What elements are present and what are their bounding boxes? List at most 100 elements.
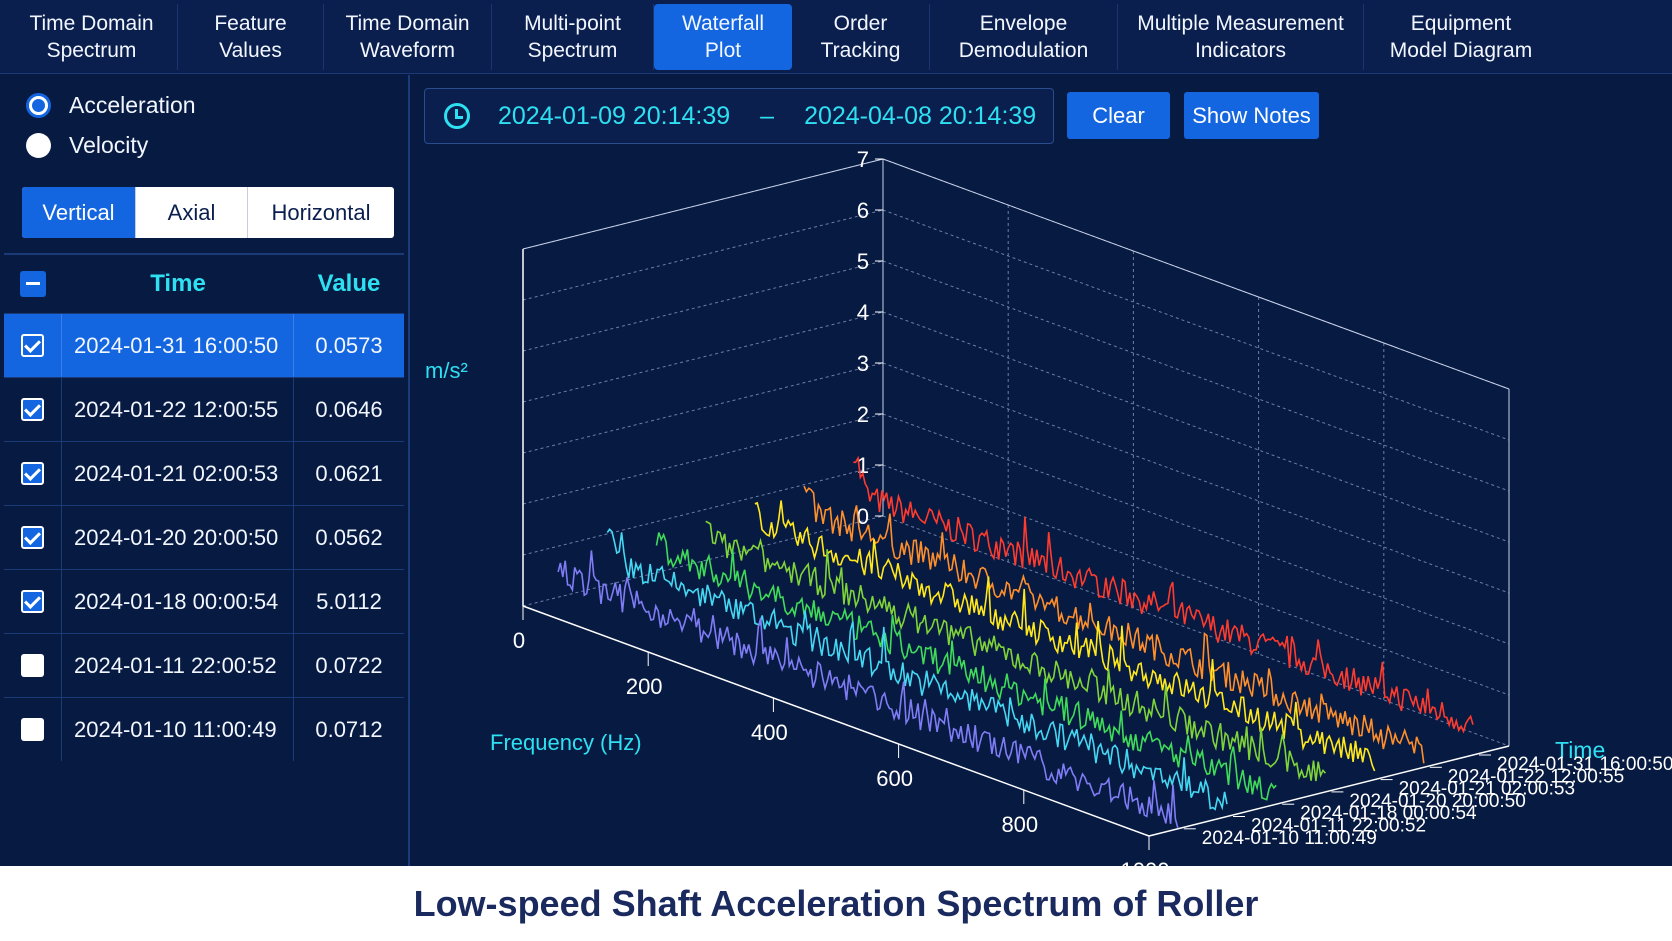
radio-velocity[interactable]: Velocity bbox=[26, 132, 148, 159]
time-axis-label: Time bbox=[1555, 737, 1605, 763]
tab-feature-values[interactable]: Feature Values bbox=[178, 3, 324, 70]
tab-label: Multiple Measurement Indicators bbox=[1137, 11, 1344, 62]
clock-icon bbox=[444, 103, 470, 129]
time-column-header: Time bbox=[150, 270, 206, 297]
value-column-header: Value bbox=[317, 270, 381, 297]
show-notes-button[interactable]: Show Notes bbox=[1184, 92, 1319, 139]
row-checkbox[interactable] bbox=[21, 526, 44, 549]
row-time: 2024-01-20 20:00:50 bbox=[62, 506, 294, 569]
y-tick-label: 0 bbox=[857, 504, 869, 529]
table-row[interactable]: 2024-01-18 00:00:54 5.0112 bbox=[4, 569, 404, 633]
time-tick-label: 2024-01-10 11:00:49 bbox=[1202, 828, 1377, 849]
series-line bbox=[655, 532, 1277, 801]
tab-label: Equipment Model Diagram bbox=[1389, 11, 1533, 62]
time-tick-label: 2024-01-11 22:00:52 bbox=[1251, 816, 1426, 837]
table-row[interactable]: 2024-01-21 02:00:53 0.0621 bbox=[4, 441, 404, 505]
x-tick-label: 0 bbox=[513, 628, 525, 653]
radio-velocity-label: Velocity bbox=[69, 132, 149, 158]
table-header: Time Value bbox=[4, 253, 404, 313]
row-checkbox[interactable] bbox=[21, 398, 44, 421]
tab-multiple-measurement-indicators[interactable]: Multiple Measurement Indicators bbox=[1118, 3, 1364, 70]
tab-order-tracking[interactable]: Order Tracking bbox=[792, 3, 930, 70]
row-checkbox[interactable] bbox=[21, 590, 44, 613]
tab-time-domain-spectrum[interactable]: Time Domain Spectrum bbox=[6, 3, 178, 70]
time-tick-label: 2024-01-20 20:00:50 bbox=[1349, 791, 1525, 812]
row-value: 0.0621 bbox=[315, 460, 383, 486]
radio-acceleration-label: Acceleration bbox=[69, 92, 196, 118]
tab-label: Time Domain Spectrum bbox=[29, 11, 154, 62]
row-value: 5.0112 bbox=[316, 588, 382, 614]
time-tick-label: 2024-01-18 00:00:54 bbox=[1300, 803, 1477, 824]
direction-axial-button[interactable]: Axial bbox=[136, 187, 248, 238]
direction-horizontal-button[interactable]: Horizontal bbox=[271, 199, 371, 225]
row-time: 2024-01-31 16:00:50 bbox=[62, 314, 294, 377]
figure-caption: Low-speed Shaft Acceleration Spectrum of… bbox=[0, 866, 1672, 941]
app-window: Time Domain Spectrum Feature Values Time D… bbox=[0, 0, 1672, 866]
row-checkbox[interactable] bbox=[21, 462, 44, 485]
table-row[interactable]: 2024-01-11 22:00:52 0.0722 bbox=[4, 633, 404, 697]
x-tick-label: 800 bbox=[1001, 812, 1038, 837]
tab-time-domain-waveform[interactable]: Time Domain Waveform bbox=[324, 3, 492, 70]
direction-vertical-button[interactable]: Vertical bbox=[22, 187, 136, 238]
row-value: 0.0712 bbox=[315, 716, 383, 742]
series-line bbox=[557, 550, 1179, 829]
row-time: 2024-01-10 11:00:49 bbox=[62, 698, 294, 761]
time-axis-line bbox=[1148, 745, 1510, 837]
time-tick-label: 2024-01-22 12:00:55 bbox=[1448, 766, 1624, 787]
table-row[interactable]: 2024-01-10 11:00:49 0.0712 bbox=[4, 697, 404, 761]
row-time: 2024-01-11 22:00:52 bbox=[62, 634, 294, 697]
y-tick-label: 4 bbox=[857, 300, 869, 325]
top-tab-bar: Time Domain Spectrum Feature Values Time D… bbox=[0, 0, 1672, 74]
clear-button[interactable]: Clear bbox=[1067, 92, 1170, 139]
row-time: 2024-01-22 12:00:55 bbox=[62, 378, 294, 441]
row-time: 2024-01-18 00:00:54 bbox=[62, 570, 294, 633]
date-range-picker[interactable]: 2024-01-09 20:14:39 – 2024-04-08 20:14:3… bbox=[424, 88, 1054, 144]
row-checkbox[interactable] bbox=[21, 654, 44, 677]
row-value: 0.0573 bbox=[315, 332, 383, 358]
x-axis-line bbox=[522, 605, 1150, 837]
tab-envelope-demodulation[interactable]: Envelope Demodulation bbox=[930, 3, 1118, 70]
y-axis-label: m/s² bbox=[425, 358, 468, 383]
tab-label: Feature Values bbox=[214, 11, 287, 62]
start-date[interactable]: 2024-01-09 20:14:39 bbox=[498, 101, 731, 130]
y-tick-label: 6 bbox=[857, 198, 869, 223]
time-tick-label: 2024-01-31 16:00:50 bbox=[1497, 754, 1672, 775]
tab-multi-point-spectrum[interactable]: Multi-point Spectrum bbox=[492, 3, 654, 70]
series-line bbox=[853, 455, 1474, 734]
x-tick-label: 1000 bbox=[1121, 858, 1170, 866]
series-line bbox=[705, 520, 1327, 782]
x-tick-label: 600 bbox=[876, 766, 913, 791]
table-row[interactable]: 2024-01-22 12:00:55 0.0646 bbox=[4, 377, 404, 441]
date-separator: – bbox=[760, 101, 775, 130]
x-axis-label: Frequency (Hz) bbox=[490, 730, 642, 755]
y-tick-label: 5 bbox=[857, 249, 869, 274]
measurement-table: Time Value 2024-01-31 16:00:50 0.0573 2024… bbox=[4, 253, 404, 761]
time-tick-label: 2024-01-21 02:00:53 bbox=[1399, 779, 1575, 800]
tab-equipment-model-diagram[interactable]: Equipment Model Diagram bbox=[1364, 4, 1558, 70]
table-body: 2024-01-31 16:00:50 0.0573 2024-01-22 12:0… bbox=[4, 313, 404, 761]
x-tick-label: 400 bbox=[751, 720, 788, 745]
radio-acceleration[interactable]: Acceleration bbox=[26, 92, 196, 119]
y-tick-label: 2 bbox=[857, 402, 869, 427]
y-tick-label: 3 bbox=[857, 351, 869, 376]
end-date[interactable]: 2024-04-08 20:14:39 bbox=[804, 101, 1037, 130]
row-checkbox[interactable] bbox=[21, 334, 44, 357]
row-value: 0.0646 bbox=[315, 396, 383, 422]
row-value: 0.0722 bbox=[315, 652, 383, 678]
radio-acceleration-indicator[interactable] bbox=[26, 93, 51, 118]
table-row[interactable]: 2024-01-31 16:00:50 0.0573 bbox=[4, 313, 404, 377]
series-line bbox=[606, 528, 1228, 811]
tab-label: Multi-point Spectrum bbox=[524, 11, 621, 62]
left-panel: Acceleration Velocity Vertical Axial Hor… bbox=[0, 75, 410, 866]
tab-label: Order Tracking bbox=[820, 11, 901, 62]
select-all-checkbox[interactable] bbox=[20, 271, 46, 297]
row-checkbox[interactable] bbox=[21, 718, 44, 741]
x-tick-label: 200 bbox=[626, 674, 663, 699]
radio-velocity-indicator[interactable] bbox=[26, 133, 51, 158]
table-row[interactable]: 2024-01-20 20:00:50 0.0562 bbox=[4, 505, 404, 569]
row-time: 2024-01-21 02:00:53 bbox=[62, 442, 294, 505]
direction-toggle-group: Vertical Axial Horizontal bbox=[22, 187, 394, 238]
tab-waterfall-plot[interactable]: Waterfall Plot bbox=[654, 3, 792, 70]
row-value: 0.0562 bbox=[315, 524, 383, 550]
